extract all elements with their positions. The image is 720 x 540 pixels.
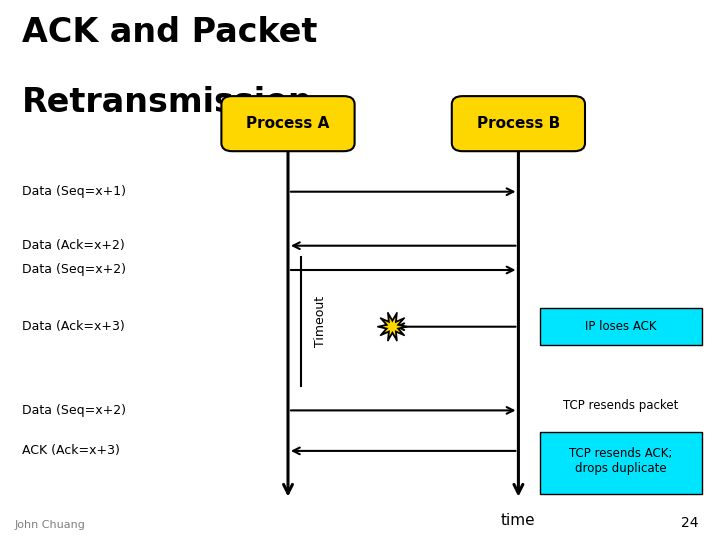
Polygon shape [382,318,402,336]
Text: IP loses ACK: IP loses ACK [585,320,657,333]
Text: Data (Ack=x+3): Data (Ack=x+3) [22,320,125,333]
Text: 24: 24 [681,516,698,530]
Text: Data (Seq=x+2): Data (Seq=x+2) [22,404,125,417]
Text: Data (Seq=x+2): Data (Seq=x+2) [22,264,125,276]
Polygon shape [377,312,408,341]
Text: TCP resends packet: TCP resends packet [563,399,679,411]
Text: Data (Ack=x+2): Data (Ack=x+2) [22,239,125,252]
FancyBboxPatch shape [540,432,702,494]
Text: Data (Seq=x+1): Data (Seq=x+1) [22,185,125,198]
Text: Timeout: Timeout [314,296,327,347]
Text: time: time [501,513,536,528]
Text: John Chuang: John Chuang [14,520,85,530]
Text: TCP resends ACK;
drops duplicate: TCP resends ACK; drops duplicate [570,447,672,475]
Text: Process A: Process A [246,116,330,131]
FancyBboxPatch shape [222,96,355,151]
FancyBboxPatch shape [452,96,585,151]
Text: Retransmission: Retransmission [22,86,312,119]
Text: ACK (Ack=x+3): ACK (Ack=x+3) [22,444,120,457]
FancyBboxPatch shape [540,308,702,345]
Text: Process B: Process B [477,116,560,131]
Text: ACK and Packet: ACK and Packet [22,16,317,49]
